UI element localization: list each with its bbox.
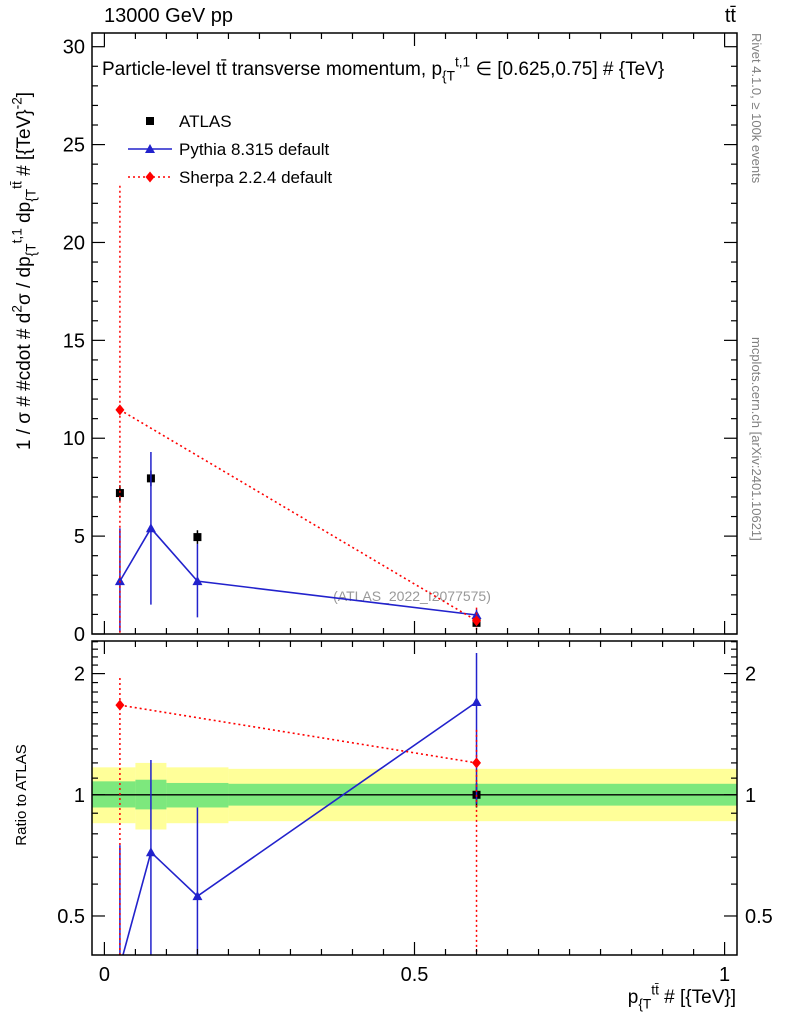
triangle-marker (145, 523, 156, 533)
main-y-tick-label: 25 (63, 135, 85, 157)
watermark: (ATLAS_2022_I2077575) (333, 588, 491, 604)
legend-label: Pythia 8.315 default (179, 140, 330, 159)
triangle-marker (192, 576, 203, 586)
legend-entry-0: ATLAS (146, 112, 232, 131)
main-y-tick-label: 0 (74, 624, 85, 646)
legend-entry-1: Pythia 8.315 default (128, 140, 330, 159)
plot-title: Particle-level tt̄ transverse momentum, … (102, 54, 664, 83)
x-tick-label: 0.5 (401, 964, 429, 986)
ratio-y-tick-label-right: 1 (745, 785, 756, 807)
process-label: tt̄ (725, 5, 737, 27)
square-marker (193, 533, 202, 542)
triangle-marker (471, 697, 482, 707)
main-series-2 (115, 185, 482, 634)
series-line (119, 409, 477, 622)
axis-ticks (92, 33, 737, 955)
diamond-marker (145, 171, 155, 183)
main-series-1 (114, 451, 482, 633)
legend-entry-2: Sherpa 2.2.4 default (128, 168, 332, 187)
main-y-tick-label: 30 (63, 37, 85, 59)
main-y-tick-label: 20 (63, 232, 85, 254)
x-axis-label: p{Ttt̄ # [{TeV}] (628, 982, 736, 1011)
ratio-series-2 (115, 678, 482, 955)
ratio-y-tick-label-left: 1 (74, 785, 85, 807)
ratio-y-tick-label-left: 0.5 (57, 906, 85, 928)
legend-label: ATLAS (179, 112, 232, 131)
square-marker (146, 117, 154, 125)
main-y-axis-label: 1 / σ # #cdot # d2σ / dp{Tt,1 dp{Ttt̄ # … (9, 92, 38, 450)
ratio-y-tick-label-right: 2 (745, 664, 756, 686)
square-marker (115, 489, 124, 498)
ratio-y-axis-label: Ratio to ATLAS (13, 744, 30, 845)
x-tick-label: 1 (719, 964, 730, 986)
triangle-marker (115, 961, 125, 970)
ratio-y-tick-label-left: 2 (74, 664, 85, 686)
series-line (119, 704, 477, 764)
mcplots-arxiv-note: mcplots.cern.ch [arXiv:2401.10621] (749, 337, 764, 541)
ratio-y-tick-label-right: 0.5 (745, 906, 773, 928)
triangle-marker (145, 144, 155, 153)
triangle-marker (145, 847, 156, 857)
series-line (119, 526, 477, 616)
triangle-marker (114, 576, 125, 586)
main-y-tick-label: 10 (63, 428, 85, 450)
beam-energy-label: 13000 GeV pp (104, 5, 233, 27)
rivet-version-note: Rivet 4.1.0, ≥ 100k events (749, 33, 764, 184)
x-tick-label: 0 (99, 964, 110, 986)
atlas-uncertainty-bands (92, 762, 737, 830)
diamond-marker (115, 699, 125, 711)
series-line (122, 701, 477, 955)
triangle-marker (192, 891, 203, 901)
diamond-marker (472, 615, 482, 627)
main-y-tick-label: 15 (63, 330, 85, 352)
diamond-marker (115, 404, 125, 416)
main-y-tick-label: 5 (74, 526, 85, 548)
diamond-marker (472, 757, 482, 769)
legend-label: Sherpa 2.2.4 default (179, 168, 332, 187)
